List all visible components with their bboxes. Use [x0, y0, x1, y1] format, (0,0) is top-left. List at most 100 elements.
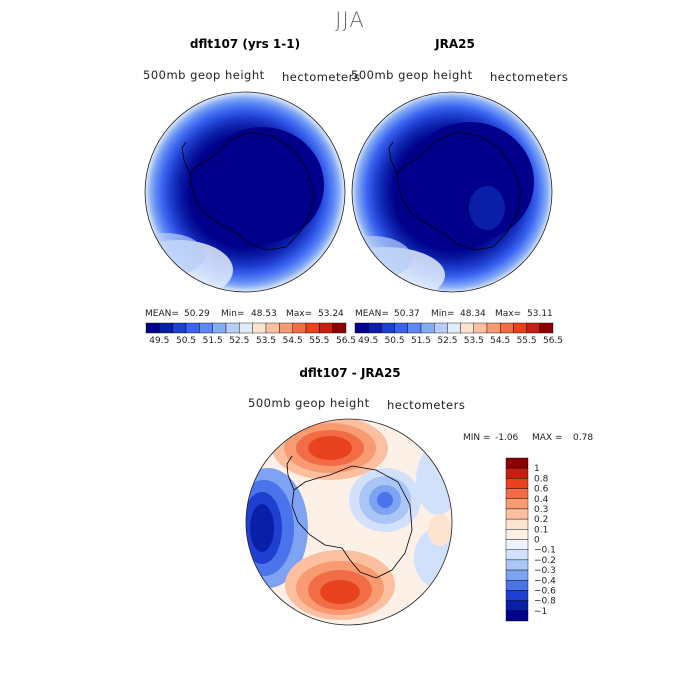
colorbar-swatch [500, 322, 514, 334]
colorbar-tick-label: 49.5 [149, 336, 169, 346]
panel1-mean-value: 50.29 [184, 309, 210, 319]
panel3-variable-label: 500mb geop height [248, 396, 370, 410]
panel1-antarctica-coastline [189, 131, 315, 251]
panel1-mean-label: MEAN= [145, 309, 179, 319]
colorbar-tick-label: −0.2 [534, 556, 556, 566]
panel3-title: dflt107 - JRA25 [299, 366, 401, 380]
colorbar-swatch [505, 498, 529, 510]
figure-title: JJA [335, 8, 365, 32]
colorbar-swatch [505, 518, 529, 530]
colorbar-swatch [447, 322, 461, 334]
colorbar-swatch [420, 322, 435, 334]
panel2-title: JRA25 [435, 37, 475, 51]
colorbar-swatch [505, 600, 529, 612]
colorbar-swatch [460, 322, 475, 334]
colorbar-swatch [305, 322, 320, 334]
panel3-min-label: MIN = [463, 433, 491, 443]
panel1-max-label: Max= [286, 309, 313, 319]
colorbar-swatch [505, 580, 529, 591]
colorbar-swatch [354, 322, 369, 334]
colorbar-swatch [292, 322, 307, 334]
colorbar-swatch [225, 322, 240, 334]
colorbar-tick-label: 52.5 [437, 336, 457, 346]
colorbar-swatch [185, 322, 200, 334]
colorbar-swatch [505, 467, 529, 479]
colorbar-tick-label: 0.2 [534, 515, 548, 525]
panel2-antarctica-coastline [396, 131, 522, 251]
colorbar-tick-label: 55.5 [517, 336, 537, 346]
colorbar-swatch [212, 322, 227, 334]
panel1-min-label: Min= [221, 309, 245, 319]
panel2-variable-label: 500mb geop height [351, 68, 473, 82]
colorbar-tick-label: −0.1 [534, 546, 556, 556]
colorbar-tick-label: 52.5 [229, 336, 249, 346]
colorbar-swatch [265, 322, 280, 334]
panel2-mean-value: 50.37 [394, 309, 420, 319]
colorbar-swatch [172, 322, 187, 334]
colorbar-tick-label: 1 [534, 464, 540, 474]
colorbar-swatch [473, 322, 488, 334]
panel1-colorbar: 49.5 50.5 51.5 52.5 53.5 54.5 55.5 56.5 [145, 322, 356, 346]
panel2-map [351, 91, 553, 293]
colorbar-swatch [505, 508, 529, 520]
colorbar-swatch [505, 529, 529, 540]
colorbar-tick-label: −0.6 [534, 586, 556, 596]
colorbar-tick-label: −0.4 [534, 576, 556, 586]
panel3-min-value: -1.06 [495, 433, 519, 443]
colorbar-swatch [394, 322, 409, 334]
panel1-variable-label: 500mb geop height [143, 68, 265, 82]
colorbar-swatch [145, 322, 160, 334]
colorbar-tick-label: −0.3 [534, 566, 556, 576]
colorbar-tick-label: 53.5 [256, 336, 276, 346]
colorbar-swatch [526, 322, 540, 334]
colorbar-swatch [505, 590, 529, 601]
colorbar-tick-label: −1 [534, 607, 547, 617]
colorbar-tick-label: 0.3 [534, 505, 548, 515]
colorbar-swatch [505, 457, 529, 469]
panel3-max-label: MAX = [532, 433, 563, 443]
panel1-title: dflt107 (yrs 1-1) [189, 37, 301, 51]
colorbar-swatch [505, 488, 529, 499]
colorbar-tick-label: 49.5 [358, 336, 378, 346]
panel3-units-label: hectometers [387, 398, 466, 412]
panel2-min-value: 48.34 [460, 309, 486, 319]
panel1-units-label: hectometers [282, 70, 361, 84]
colorbar-swatch [505, 559, 529, 571]
colorbar-swatch [381, 322, 395, 334]
panel2-mean-label: MEAN= [355, 309, 389, 319]
panel3-colorbar: 10.80.60.40.30.20.10−0.1−0.2−0.3−0.4−0.6… [505, 457, 556, 622]
colorbar-tick-label: 54.5 [490, 336, 510, 346]
colorbar-swatch [486, 322, 501, 334]
colorbar-tick-label: 54.5 [283, 336, 303, 346]
colorbar-swatch [434, 322, 448, 334]
panel1-max-value: 53.24 [318, 309, 344, 319]
colorbar-swatch [199, 322, 213, 334]
colorbar-tick-label: 0 [534, 536, 540, 546]
panel2-min-label: Min= [431, 309, 455, 319]
colorbar-swatch [505, 549, 529, 561]
colorbar-tick-label: 56.5 [336, 336, 356, 346]
colorbar-tick-label: 50.5 [385, 336, 405, 346]
panel2-max-value: 53.11 [527, 309, 553, 319]
colorbar-swatch [159, 322, 173, 334]
colorbar-tick-label: 50.5 [176, 336, 196, 346]
colorbar-swatch [319, 322, 333, 334]
panel3-max-value: 0.78 [573, 433, 594, 443]
colorbar-tick-label: 0.6 [534, 485, 549, 495]
colorbar-tick-label: 0.1 [534, 525, 548, 535]
colorbar-tick-label: 53.5 [464, 336, 484, 346]
panel3-map [245, 418, 453, 626]
colorbar-tick-label: 0.8 [534, 474, 549, 484]
panel2-colorbar: 49.5 50.5 51.5 52.5 53.5 54.5 55.5 56.5 [354, 322, 563, 346]
panel2-units-label: hectometers [490, 70, 569, 84]
colorbar-tick-label: 0.4 [534, 495, 549, 505]
colorbar-swatch [407, 322, 422, 334]
colorbar-swatch [252, 322, 267, 334]
colorbar-swatch [505, 610, 529, 622]
colorbar-tick-label: −0.8 [534, 597, 556, 607]
colorbar-tick-label: 51.5 [411, 336, 431, 346]
colorbar-swatch [505, 478, 529, 489]
colorbar-tick-label: 51.5 [203, 336, 223, 346]
colorbar-swatch [279, 322, 293, 334]
